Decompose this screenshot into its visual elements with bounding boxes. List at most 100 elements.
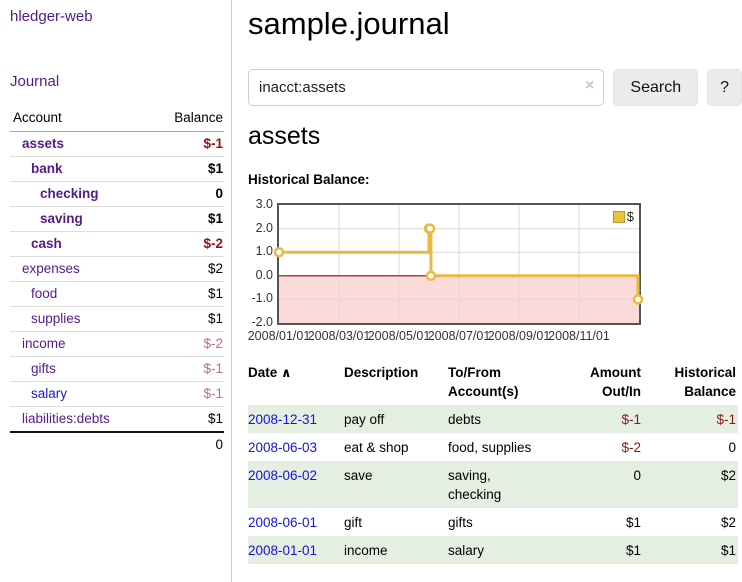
chart-title: Historical Balance: — [248, 172, 742, 187]
account-row: gifts $-1 — [10, 357, 224, 382]
account-link[interactable]: assets — [22, 136, 64, 151]
register-header-account: To/From Account(s) — [448, 361, 558, 405]
y-axis-tick: 3.0 — [256, 197, 273, 212]
sort-ascending-icon: ∧ — [281, 365, 292, 380]
x-axis-tick: 2008/09/01 — [488, 329, 551, 343]
account-balance: $2 — [150, 257, 224, 282]
account-row: saving $1 — [10, 207, 224, 232]
account-link[interactable]: income — [22, 336, 66, 351]
account-link[interactable]: food — [31, 286, 57, 301]
chart-svg — [279, 205, 639, 323]
accounts-total-row: 0 — [10, 432, 224, 457]
account-link[interactable]: liabilities:debts — [22, 411, 110, 426]
account-row: checking0 — [10, 182, 224, 207]
register-header-balance: Historical Balance — [643, 361, 738, 405]
transaction-balance: 0 — [643, 433, 738, 461]
accounts-header-account: Account — [10, 106, 150, 132]
account-link[interactable]: cash — [31, 236, 62, 251]
register-header-amount: Amount Out/In — [558, 361, 643, 405]
account-link[interactable]: gifts — [31, 361, 56, 376]
transaction-date-link[interactable]: 2008-06-03 — [248, 440, 317, 455]
transaction-accounts: gifts — [448, 508, 558, 536]
account-balance: $-1 — [150, 132, 224, 157]
transaction-description: income — [344, 536, 448, 564]
account-link[interactable]: saving — [40, 211, 83, 226]
transaction-description: eat & shop — [344, 433, 448, 461]
sidebar: hledger-web Journal Account Balance asse… — [0, 0, 232, 582]
chart-x-axis: 2008/01/012008/03/012008/05/012008/07/01… — [277, 329, 641, 345]
transaction-description: pay off — [344, 405, 448, 433]
account-row: supplies $1 — [10, 307, 224, 332]
register-row: 2008-01-01incomesalary$1$1 — [248, 536, 738, 564]
accounts-header-balance: Balance — [150, 106, 224, 132]
transaction-amount: $1 — [558, 536, 643, 564]
transaction-amount: $-1 — [558, 405, 643, 433]
chart-legend: $ — [613, 209, 634, 224]
account-balance: $1 — [150, 407, 224, 433]
x-axis-tick: 2008/11/01 — [548, 329, 610, 343]
account-balance: $1 — [150, 307, 224, 332]
x-axis-tick: 2008/07/01 — [428, 329, 491, 343]
register-row: 2008-12-31pay offdebts$-1$-1 — [248, 405, 738, 433]
account-link[interactable]: bank — [31, 161, 63, 176]
register-header-row: Date ∧ Description To/From Account(s) Am… — [248, 361, 738, 405]
hledger-web-page: hledger-web Journal Account Balance asse… — [0, 0, 742, 582]
clear-search-icon[interactable]: × — [585, 77, 594, 95]
transaction-description: save — [344, 461, 448, 508]
transaction-balance: $1 — [643, 536, 738, 564]
register-row: 2008-06-01giftgifts$1$2 — [248, 508, 738, 536]
account-heading: assets — [248, 122, 742, 150]
account-row: food $1 — [10, 282, 224, 307]
search-button[interactable]: Search — [613, 69, 698, 106]
register-header-date[interactable]: Date ∧ — [248, 361, 344, 405]
account-row: bank$1 — [10, 157, 224, 182]
search-box: × — [248, 69, 604, 106]
transaction-date-link[interactable]: 2008-01-01 — [248, 543, 317, 558]
account-row: expenses $2 — [10, 257, 224, 282]
transaction-amount: $1 — [558, 508, 643, 536]
x-axis-tick: 2008/05/01 — [368, 329, 431, 343]
account-link[interactable]: expenses — [22, 261, 80, 276]
account-balance: $1 — [150, 207, 224, 232]
account-link[interactable]: supplies — [31, 311, 81, 326]
transaction-balance: $-1 — [643, 405, 738, 433]
y-axis-tick: 0.0 — [256, 268, 273, 283]
chart-y-axis: 3.02.01.00.0-1.0-2.0 — [248, 201, 275, 327]
account-balance: $-1 — [150, 357, 224, 382]
transaction-balance: $2 — [643, 508, 738, 536]
legend-swatch-icon — [613, 211, 625, 223]
help-button[interactable]: ? — [707, 69, 742, 106]
sidebar-item-journal[interactable]: Journal — [10, 73, 59, 90]
transaction-amount: 0 — [558, 461, 643, 508]
register-table-body: 2008-12-31pay offdebts$-1$-12008-06-03ea… — [248, 405, 738, 564]
app-title-link[interactable]: hledger-web — [10, 8, 93, 25]
register-header-description: Description — [344, 361, 448, 405]
transaction-accounts: saving,checking — [448, 461, 558, 508]
account-link[interactable]: salary — [31, 386, 67, 401]
transaction-accounts: debts — [448, 405, 558, 433]
account-balance: $1 — [150, 282, 224, 307]
register-row: 2008-06-02 savesaving,checking0$2 — [248, 461, 738, 508]
transaction-balance: $2 — [643, 461, 738, 508]
page-title: sample.journal — [248, 6, 742, 42]
accounts-table: Account Balance assets$-1bank$1checking0… — [10, 106, 224, 457]
x-axis-tick: 2008/03/01 — [308, 329, 371, 343]
main-content: sample.journal × Search ? assets Histori… — [248, 0, 742, 564]
transaction-date-link[interactable]: 2008-12-31 — [248, 412, 317, 427]
y-axis-tick: -2.0 — [251, 315, 273, 330]
account-row: cash$-2 — [10, 232, 224, 257]
accounts-total-value: 0 — [150, 432, 224, 457]
search-input[interactable] — [248, 69, 604, 106]
transaction-accounts: salary — [448, 536, 558, 564]
y-axis-tick: 2.0 — [256, 221, 273, 236]
account-link[interactable]: checking — [40, 186, 99, 201]
transaction-date-link[interactable]: 2008-06-01 — [248, 515, 317, 530]
x-axis-tick: 2008/01/01 — [248, 329, 311, 343]
accounts-table-body: assets$-1bank$1checking0saving$1cash$-2e… — [10, 132, 224, 433]
transaction-date-link[interactable]: 2008-06-02 — [248, 468, 317, 483]
historical-balance-chart: 3.02.01.00.0-1.0-2.0 $ 2008/01/012008/03… — [248, 201, 742, 347]
account-balance: $-2 — [150, 332, 224, 357]
account-balance: $-1 — [150, 382, 224, 407]
account-row: liabilities:debts $1 — [10, 407, 224, 433]
account-row: salary $-1 — [10, 382, 224, 407]
